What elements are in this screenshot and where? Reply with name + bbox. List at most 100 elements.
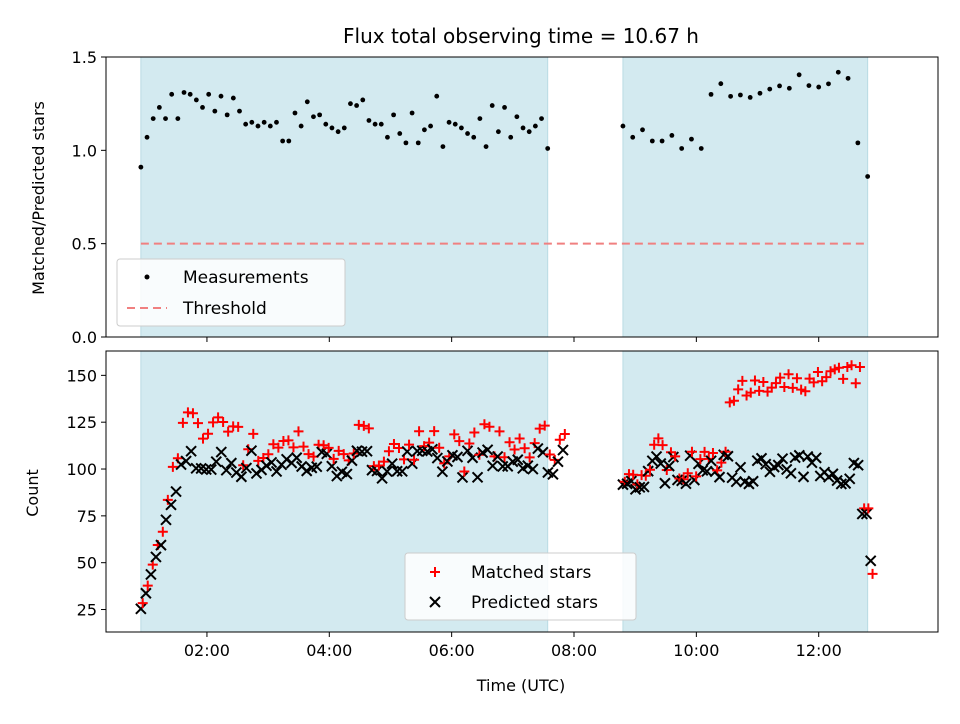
predicted-point [381,465,393,478]
matched-point [449,429,460,440]
predicted-point [852,459,864,471]
predicted-point [772,459,785,471]
y-tick-label: 0.5 [72,235,97,254]
predicted-point [280,453,293,466]
matched-point [268,439,279,450]
measurement-point [354,103,360,108]
legend-box [116,258,346,327]
measurement-point [397,131,403,136]
predicted-point [451,451,464,463]
measurement-point [385,134,390,140]
matched-point [821,372,832,383]
predicted-point [680,478,692,490]
matched-point [514,433,525,444]
observing-window-0-1 [622,56,869,338]
predicted-point [634,481,646,494]
predicted-point [722,450,734,462]
measurement-point [249,119,255,125]
y-tick-label: 75 [77,507,97,526]
predicted-point [856,508,869,520]
matched-point [509,444,520,455]
legend-marker-measurements [144,274,150,280]
predicted-point [785,467,797,479]
predicted-point [730,475,743,488]
matched-point [404,439,415,450]
predicted-point [361,445,373,457]
measurement-point [539,116,544,121]
matched-point [494,426,505,437]
matched-point [373,460,384,471]
predicted-point [225,457,238,469]
predicted-point [175,458,187,471]
matched-point [177,417,188,428]
predicted-point [311,460,323,473]
x-tick-label: 06:00 [429,641,475,660]
measurement-point [348,101,353,107]
matched-point [142,580,153,591]
matched-point [208,417,219,428]
measurement-point [163,116,168,121]
predicted-point [200,463,212,476]
predicted-point [160,514,172,526]
matched-point [273,442,284,453]
matched-point [838,373,849,384]
legend-label-threshold: Threshold [182,299,267,319]
matched-point [833,362,844,373]
predicted-point [655,457,667,470]
matched-point [303,449,314,460]
measurement-point [366,118,372,123]
plot-frame [105,350,939,633]
predicted-point [180,455,192,467]
matched-point [338,449,349,460]
predicted-point [860,508,873,520]
matched-point [484,421,495,432]
predicted-point [701,465,713,478]
predicted-point [341,468,353,480]
measurement-point [169,91,175,97]
predicted-point [436,466,449,478]
measurement-point [311,114,316,120]
measurement-point [495,129,501,135]
predicted-point [376,472,388,485]
predicted-point [486,460,499,472]
y-tick-label: 150 [66,366,97,385]
measurement-point [378,121,384,127]
matched-point [649,439,660,450]
matched-point [800,386,811,397]
matched-point [691,471,702,482]
measurement-point [698,146,704,151]
matched-point [378,456,389,467]
measurement-point [341,125,347,131]
plot-frame [105,56,939,338]
predicted-point [797,471,810,483]
measurement-point [181,90,187,95]
measurement-point [786,85,792,91]
predicted-point [527,463,539,475]
predicted-point [165,499,177,511]
measurement-point [144,134,150,140]
measurement-point [508,134,514,140]
predicted-point [496,460,509,473]
chart-title: Flux total observing time = 10.67 h [343,24,699,48]
matched-point [459,466,470,477]
y-tick-label: 25 [77,601,97,620]
predicted-point [401,445,413,458]
predicted-point [671,474,684,486]
matched-point [363,423,374,434]
matched-point [791,373,802,384]
matched-point [716,457,727,468]
matched-point [353,419,364,430]
measurement-point [193,97,199,103]
measurement-point [138,164,144,170]
matched-point [187,408,198,419]
measurement-point [403,140,409,146]
x-tick-label: 10:00 [673,641,719,660]
measurement-point [796,72,802,78]
predicted-point [260,459,273,472]
measurement-point [708,91,714,97]
measurement-point [175,116,181,121]
measurement-point [669,133,675,138]
measurement-point [728,93,734,99]
matched-point [162,494,173,505]
